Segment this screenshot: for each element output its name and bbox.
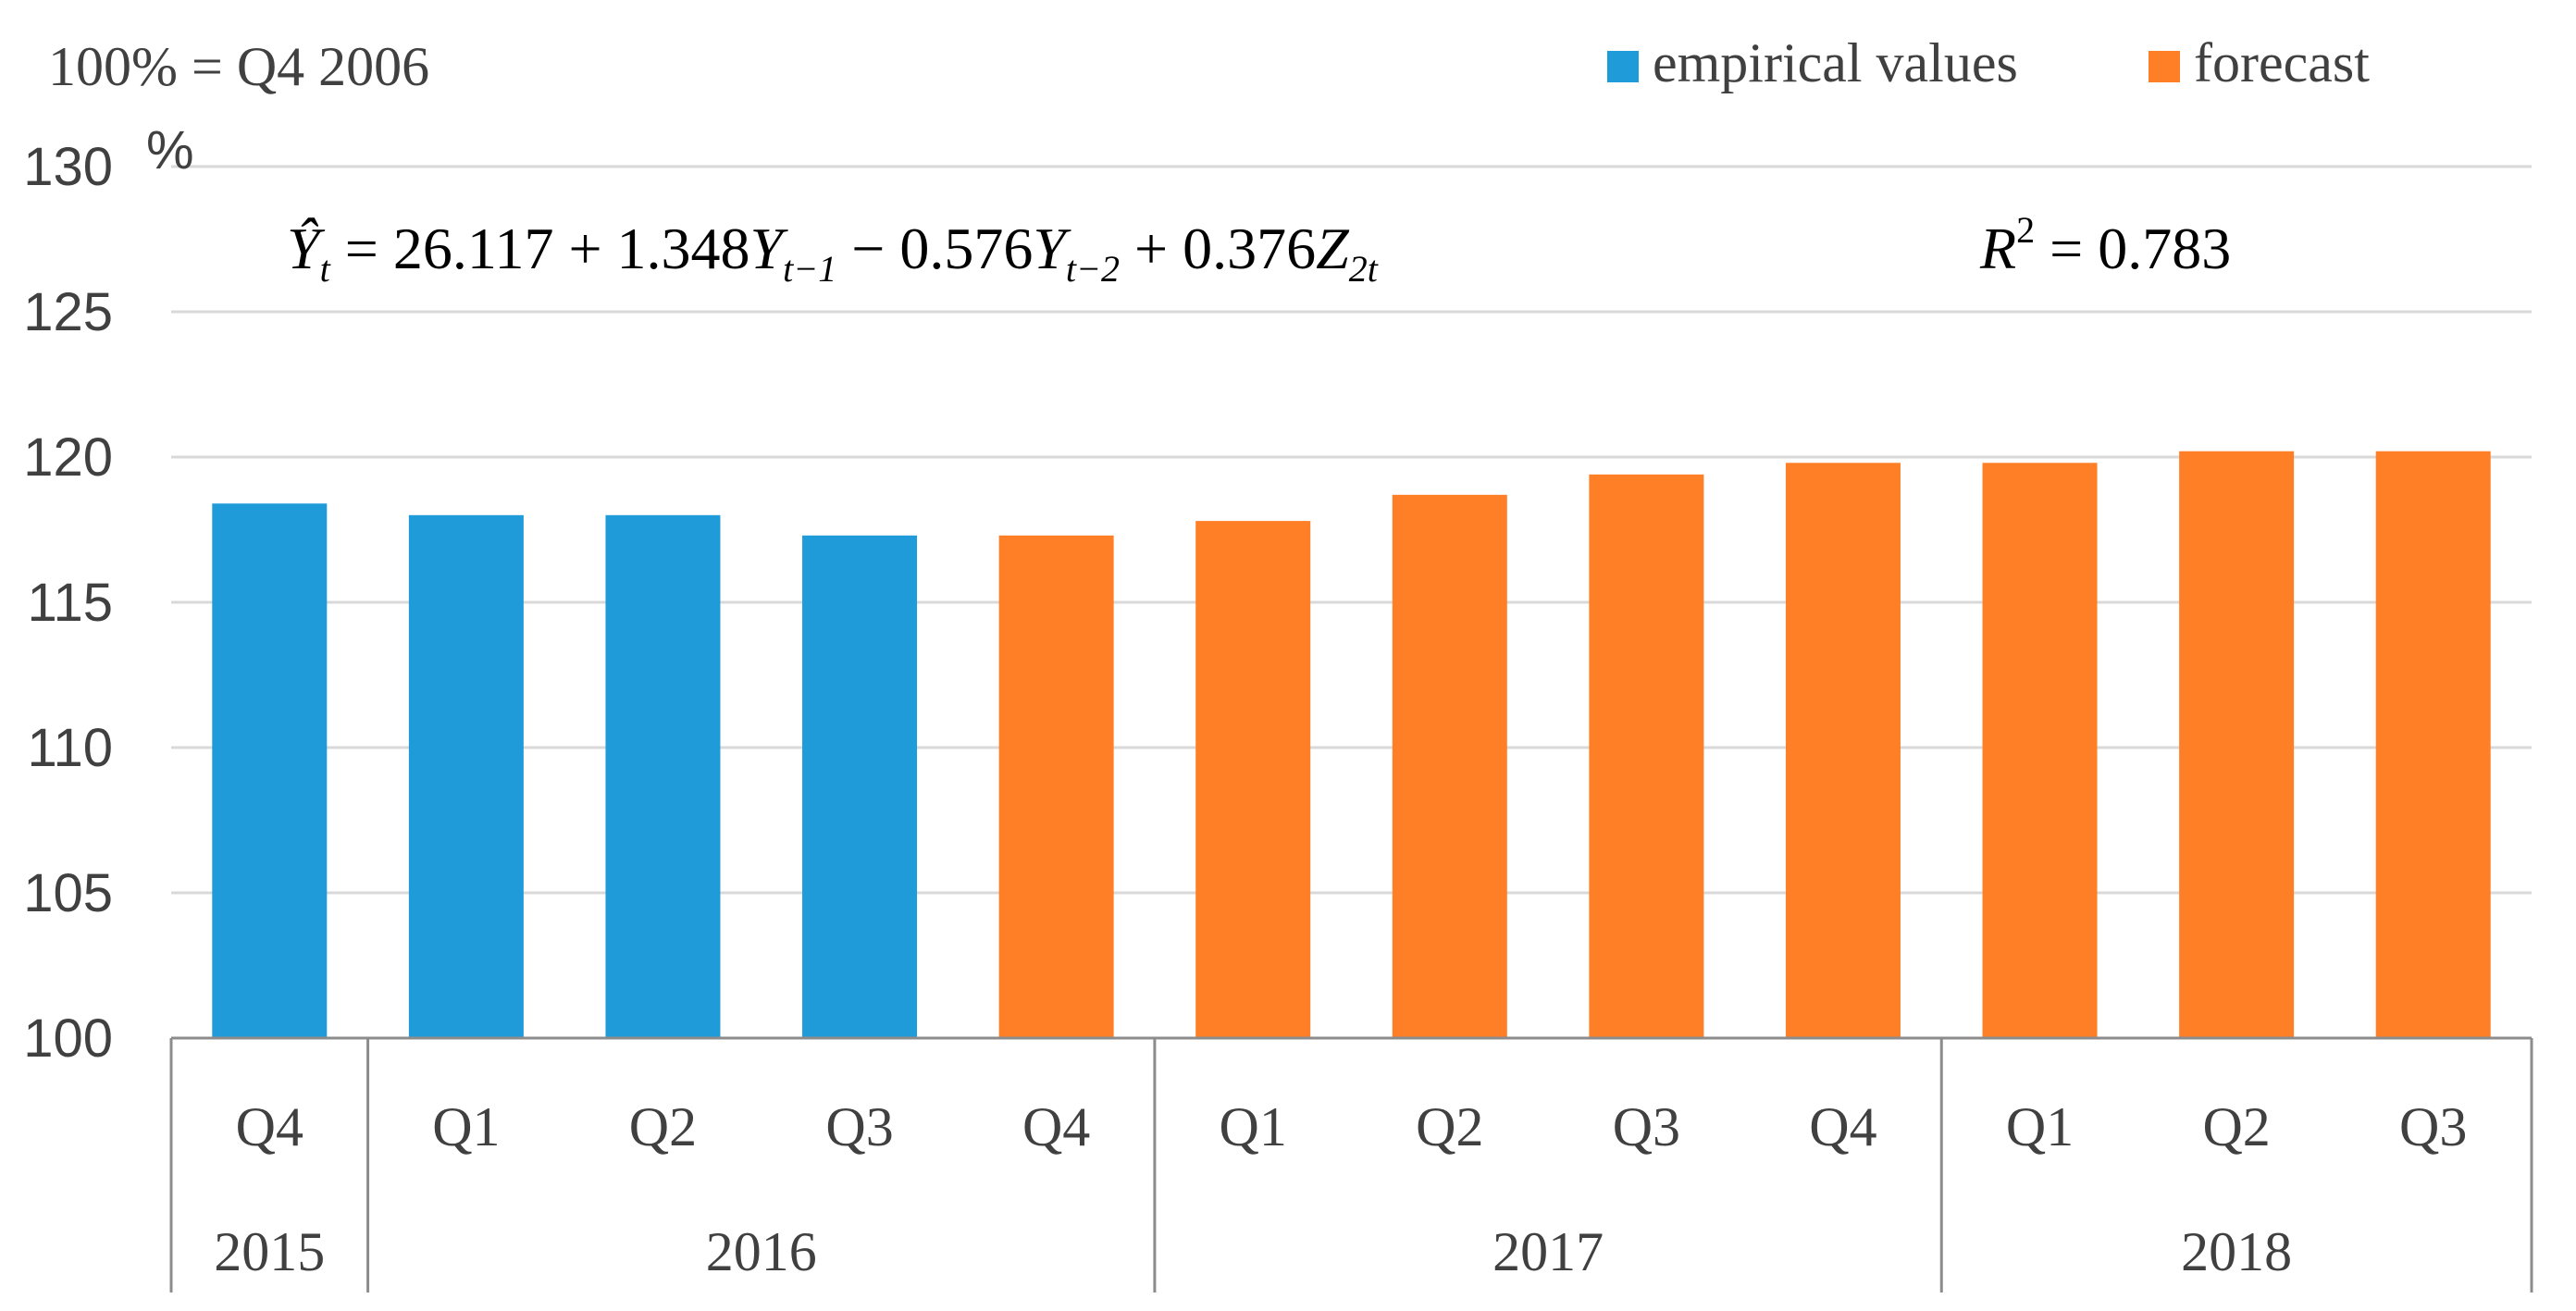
x-tick-label: Q1: [1220, 1096, 1287, 1157]
x-tick-label: Q2: [1416, 1096, 1483, 1157]
bar-empirical: [605, 514, 721, 1038]
y-tick-label: 110: [28, 718, 113, 778]
gridlines: [171, 165, 2532, 895]
y-tick-label: 125: [23, 282, 113, 342]
x-year-label: 2017: [1492, 1221, 1604, 1282]
y-axis-unit: %: [146, 120, 194, 180]
legend: empirical values forecast: [1607, 32, 2370, 93]
legend-swatch-forecast: [2149, 51, 2180, 82]
legend-swatch-empirical: [1607, 51, 1639, 82]
bar-forecast: [998, 535, 1114, 1038]
x-tick-label: Q4: [1809, 1096, 1876, 1157]
y-axis-ticks: 100 105 110 115 120 125 130: [23, 137, 113, 1069]
y-tick-label: 115: [28, 573, 113, 633]
x-tick-label: Q4: [236, 1096, 303, 1157]
y-tick-label: 105: [23, 863, 113, 923]
bar-empirical: [212, 503, 328, 1038]
x-tick-label: Q3: [1613, 1096, 1680, 1157]
y-tick-label: 120: [23, 427, 113, 488]
x-tick-label: Q3: [825, 1096, 893, 1157]
x-tick-label: Q3: [2399, 1096, 2467, 1157]
x-year-label: 2016: [706, 1221, 817, 1282]
bar-empirical: [408, 514, 524, 1038]
x-axis: Q4 Q1 Q2 Q3 Q4 Q1 Q2 Q3 Q4 Q1 Q2 Q3 2015 2016 2017 2018: [169, 1036, 2533, 1292]
y-tick-label: 130: [23, 137, 113, 197]
bars: [212, 451, 2491, 1039]
x-tick-label: Q1: [432, 1096, 500, 1157]
x-year-label: 2015: [214, 1221, 325, 1282]
legend-label-forecast: forecast: [2194, 32, 2370, 93]
equation-text: Ŷt = 26.117 + 1.348Yt−1 − 0.576Yt−2 + 0.…: [287, 216, 1379, 290]
bar-forecast: [2179, 451, 2295, 1039]
bar-forecast: [2375, 451, 2491, 1039]
x-tick-label: Q2: [2202, 1096, 2270, 1157]
bar-forecast: [1392, 494, 1507, 1038]
bar-forecast: [1195, 521, 1311, 1038]
r-squared-text: R2 = 0.783: [1979, 209, 2231, 281]
x-tick-label: Q4: [1022, 1096, 1090, 1157]
bar-forecast: [1982, 463, 2098, 1038]
x-tick-label: Q2: [629, 1096, 697, 1157]
legend-label-empirical: empirical values: [1653, 32, 2018, 93]
x-tick-label: Q1: [2006, 1096, 2074, 1157]
x-year-label: 2018: [2181, 1221, 2292, 1282]
regression-equation: Ŷt = 26.117 + 1.348Yt−1 − 0.576Yt−2 + 0.…: [287, 209, 2231, 290]
y-tick-label: 100: [23, 1008, 113, 1069]
bar-forecast: [1785, 463, 1901, 1038]
bar-empirical: [802, 535, 918, 1038]
bar-forecast: [1589, 474, 1704, 1038]
base-note: 100% = Q4 2006: [48, 36, 429, 97]
